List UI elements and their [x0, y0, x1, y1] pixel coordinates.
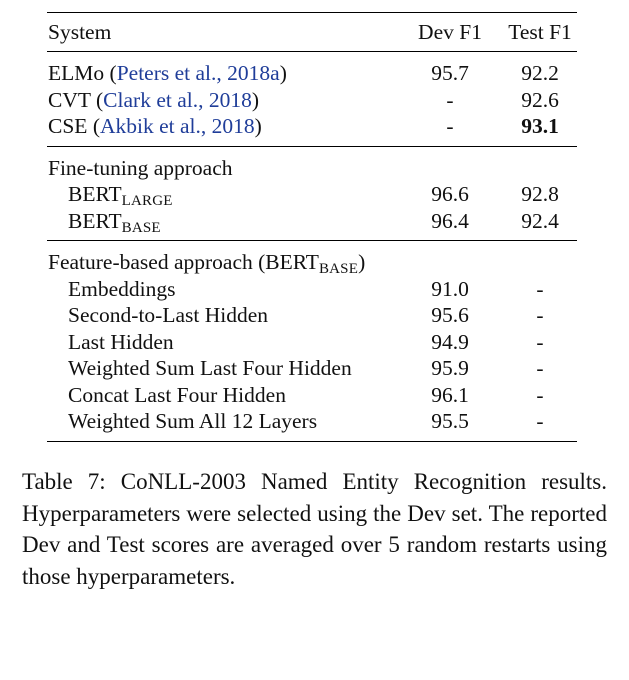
system-label: ELMo — [48, 61, 105, 85]
test-f1-value: - — [536, 382, 544, 407]
table-row: Concat Last Four Hidden 96.1 - — [47, 382, 577, 409]
dev-f1-value: - — [446, 87, 454, 112]
test-f1-value: - — [536, 303, 544, 327]
test-f1-value: 92.4 — [521, 208, 559, 233]
dev-f1-value: 94.9 — [431, 329, 469, 354]
system-label: CVT — [48, 87, 91, 112]
system-name: CVT (Clark et al., 2018) — [48, 87, 260, 112]
citation-link[interactable]: Peters et al., 2018a — [116, 61, 280, 85]
group-title-close: ) — [358, 250, 366, 274]
header-test-f1: Test F1 — [508, 20, 572, 44]
system-label: BERT — [68, 182, 122, 206]
test-f1-best-value: 93.1 — [521, 114, 559, 138]
table-caption: Table 7: CoNLL-2003 Named Entity Recogni… — [22, 469, 607, 589]
model-size-subscript: BASE — [318, 261, 359, 277]
system-label: CSE — [48, 114, 88, 138]
group-title-text: Feature-based approach (BERT — [48, 250, 319, 274]
dev-f1-value: 95.7 — [431, 61, 469, 85]
header-system: System — [48, 20, 112, 44]
citation-link[interactable]: Clark et al., 2018 — [103, 87, 252, 112]
table-row: Last Hidden 94.9 - — [47, 329, 577, 356]
group-title: Feature-based approach (BERTBASE) — [48, 249, 365, 279]
table-header-row: System Dev F1 Test F1 — [47, 13, 577, 51]
model-size-subscript: BASE — [121, 219, 161, 236]
system-name: Second-to-Last Hidden — [68, 303, 269, 327]
table-row: BERTLARGE 96.6 92.8 — [47, 181, 577, 211]
system-name: Embeddings — [68, 276, 176, 301]
system-name: Weighted Sum All 12 Layers — [68, 409, 318, 433]
dev-f1-value: - — [446, 114, 454, 138]
test-f1-value: 92.8 — [521, 182, 559, 206]
group-title: Fine-tuning approach — [48, 155, 233, 180]
table-row: ELMo (Peters et al., 2018a) 95.7 92.2 — [47, 60, 577, 87]
test-f1-value: - — [536, 329, 544, 354]
dev-f1-value: 91.0 — [431, 276, 469, 301]
header-dev-f1: Dev F1 — [418, 20, 482, 44]
system-name: BERTBASE — [68, 208, 161, 238]
table-row: Weighted Sum Last Four Hidden 95.9 - — [47, 355, 577, 382]
top-rule — [47, 12, 577, 13]
dev-f1-value: 95.9 — [431, 356, 469, 380]
dev-f1-value: 96.4 — [431, 208, 469, 233]
system-name: BERTLARGE — [68, 181, 173, 211]
table-row: CSE (Akbik et al., 2018) - 93.1 — [47, 113, 577, 140]
table-row: CVT (Clark et al., 2018) - 92.6 — [47, 87, 577, 114]
test-f1-value: - — [536, 356, 544, 380]
system-name: ELMo (Peters et al., 2018a) — [48, 61, 287, 85]
test-f1-value: - — [536, 409, 544, 433]
test-f1-value: - — [536, 276, 544, 301]
citation-link[interactable]: Akbik et al., 2018 — [99, 114, 255, 138]
group-rule — [47, 240, 577, 241]
bottom-rule — [47, 440, 577, 442]
dev-f1-value: 95.5 — [431, 409, 469, 433]
table-row: Embeddings 91.0 - — [47, 276, 577, 303]
test-f1-value: 92.2 — [521, 61, 559, 85]
table-row: Second-to-Last Hidden 95.6 - — [47, 302, 577, 329]
system-name: Last Hidden — [68, 329, 174, 354]
system-name: CSE (Akbik et al., 2018) — [48, 114, 262, 138]
table-row: Weighted Sum All 12 Layers 95.5 - — [47, 408, 577, 435]
system-name: Weighted Sum Last Four Hidden — [68, 356, 352, 380]
header-rule — [47, 51, 577, 52]
group-title-row: Feature-based approach (BERTBASE) — [47, 249, 577, 279]
dev-f1-value: 95.6 — [431, 303, 469, 327]
group-rule — [47, 145, 577, 147]
system-name: Concat Last Four Hidden — [68, 382, 286, 407]
group-title-row: Fine-tuning approach — [47, 155, 577, 182]
dev-f1-value: 96.1 — [431, 382, 469, 407]
model-size-subscript: LARGE — [121, 193, 173, 209]
table-row: BERTBASE 96.4 92.4 — [47, 208, 577, 238]
dev-f1-value: 96.6 — [431, 182, 469, 206]
test-f1-value: 92.6 — [521, 87, 559, 112]
results-table: System Dev F1 Test F1 ELMo (Peters et al… — [47, 12, 577, 442]
system-label: BERT — [68, 208, 122, 233]
